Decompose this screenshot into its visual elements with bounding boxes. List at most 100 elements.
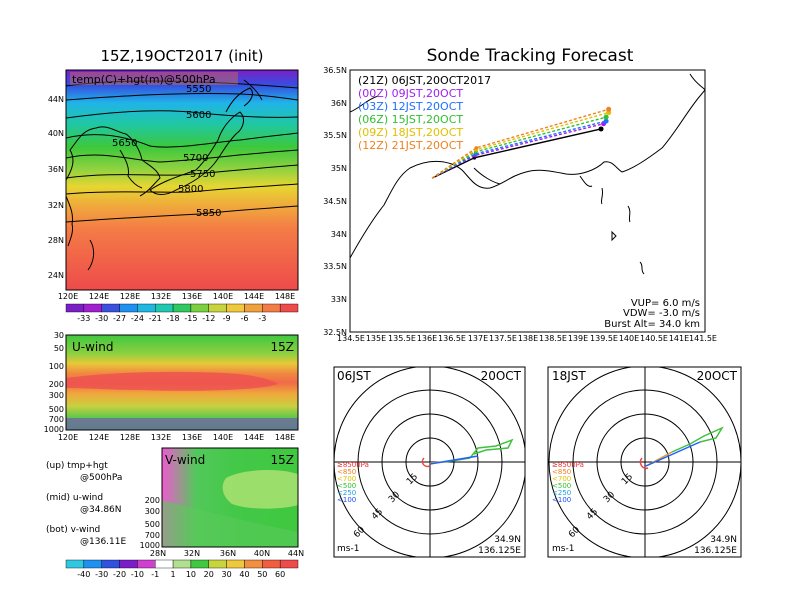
polar-date: 20OCT bbox=[481, 369, 522, 383]
v-lat-ticks: 28N 32N 36N 40N 44N bbox=[150, 549, 304, 558]
colorbar-label: 1 bbox=[171, 570, 176, 579]
polar-pos-lon: 136.125E bbox=[478, 546, 521, 556]
colorbar-swatch bbox=[119, 303, 138, 313]
param-line: VUP= 6.0 m/s bbox=[631, 298, 700, 309]
polar-pos-lon: 136.125E bbox=[694, 546, 737, 556]
level-label: <700 bbox=[337, 475, 356, 483]
sonde-params: VUP= 6.0 m/s VDW= -3.0 m/s Burst Alt= 34… bbox=[604, 298, 700, 330]
colorbar-label: -27 bbox=[113, 314, 126, 323]
legend-entry: (21Z) 06JST,20OCT2017 bbox=[358, 74, 491, 87]
colorbar-swatch bbox=[244, 559, 263, 569]
lon-tick: 135E bbox=[366, 334, 386, 343]
v-wind-panel: V-wind 15Z 200 300 500 700 1000 28N 32N … bbox=[140, 447, 304, 558]
lon-tick: 137.5E bbox=[489, 334, 517, 343]
colorbar-label: 40 bbox=[239, 570, 249, 579]
v-pressure-ticks: 200 300 500 700 1000 bbox=[140, 496, 160, 550]
lat-tick: 35N bbox=[331, 164, 347, 173]
level-label: <100 bbox=[552, 496, 571, 504]
track-legend: (21Z) 06JST,20OCT2017 (00Z) 09JST,20OCT … bbox=[358, 74, 491, 152]
temp-colorbar-labels: -33 -30 -27 -24 -21 -18 -15 -12 -9 -6 -3 bbox=[77, 314, 266, 323]
contour-label: 5850 bbox=[196, 208, 221, 219]
legend-entry: (12Z) 21JST,20OCT bbox=[358, 139, 463, 152]
burst-point bbox=[606, 106, 612, 112]
u-wind-label: U-wind bbox=[72, 340, 113, 354]
map-label: temp(C)+hgt(m)@500hPa bbox=[72, 73, 216, 86]
track-marker bbox=[474, 146, 479, 150]
lat-tick: 32N bbox=[184, 549, 200, 558]
level-label: <700 bbox=[552, 475, 571, 483]
lon-tick: 148E bbox=[275, 292, 295, 301]
lon-tick: 124E bbox=[89, 433, 109, 442]
colorbar-swatch bbox=[119, 559, 138, 569]
contour-label: 5650 bbox=[112, 138, 137, 149]
level-label: <500 bbox=[337, 482, 356, 490]
colorbar-label: -24 bbox=[131, 314, 144, 323]
colorbar-swatch bbox=[190, 559, 209, 569]
param-line: Burst Alt= 34.0 km bbox=[604, 319, 700, 330]
lat-tick: 36N bbox=[331, 99, 347, 108]
contour-label: 5750 bbox=[190, 169, 215, 180]
v-wind-label: V-wind bbox=[165, 453, 205, 467]
lon-tick: 140E bbox=[213, 433, 233, 442]
level-label: ≥850hPa bbox=[337, 461, 369, 469]
v-wind-time: 15Z bbox=[271, 453, 295, 467]
u-wind-low-band bbox=[66, 418, 298, 430]
lon-tick: 136E bbox=[182, 292, 202, 301]
p-tick: 700 bbox=[145, 531, 160, 540]
colorbar-label: -20 bbox=[113, 570, 126, 579]
colorbar-label: -12 bbox=[202, 314, 215, 323]
lat-tick: 28N bbox=[48, 236, 64, 245]
level-label: <850 bbox=[337, 468, 356, 476]
lat-tick: 40N bbox=[254, 549, 270, 558]
level-label: <250 bbox=[337, 489, 356, 497]
lon-tick: 139.5E bbox=[590, 334, 618, 343]
contour-label: 5700 bbox=[183, 153, 208, 164]
temp-lat-ticks: 44N 40N 36N 32N 28N 24N bbox=[48, 95, 64, 280]
colorbar-swatch bbox=[155, 559, 174, 569]
lat-tick: 35.5N bbox=[323, 131, 347, 140]
panel-notes: (up) tmp+hgt @500hPa (mid) u-wind @34.86… bbox=[46, 461, 126, 547]
colorbar-label: -33 bbox=[77, 314, 90, 323]
right-title: Sonde Tracking Forecast bbox=[427, 46, 634, 66]
lon-tick: 138.5E bbox=[539, 334, 567, 343]
lat-tick: 36.5N bbox=[323, 66, 347, 75]
colorbar-label: -40 bbox=[77, 570, 90, 579]
burst-point bbox=[598, 126, 604, 132]
note-line: (bot) v-wind bbox=[46, 525, 100, 535]
colorbar-swatch bbox=[190, 303, 209, 313]
polar-panel-06jst: 06JST 20OCT ≥850hPa <850 <700 <500 <250 … bbox=[333, 366, 526, 558]
lon-tick: 124E bbox=[89, 292, 109, 301]
v-wind-strong bbox=[222, 470, 298, 509]
p-tick: 30 bbox=[54, 331, 64, 340]
temp-map: temp(C)+hgt(m)@500hPa 5550 5600 5650 570… bbox=[48, 69, 299, 301]
colorbar-swatch bbox=[101, 303, 120, 313]
p-tick: 200 bbox=[145, 496, 160, 505]
lon-tick: 140E bbox=[619, 334, 639, 343]
polar-unit: ms-1 bbox=[337, 544, 359, 554]
track-lat-ticks: 36.5N 36N 35.5N 35N 34.5N 34N 33.5N 33N … bbox=[323, 66, 347, 337]
p-tick: 50 bbox=[54, 344, 64, 353]
lon-tick: 140E bbox=[213, 292, 233, 301]
pressure-level-legend: ≥850hPa <850 <700 <500 <250 <100 bbox=[552, 461, 584, 504]
map-label-box bbox=[70, 72, 238, 85]
colorbar-label: -18 bbox=[167, 314, 180, 323]
colorbar-label: -3 bbox=[258, 314, 266, 323]
polar-panel-18jst: 18JST 20OCT ≥850hPa <850 <700 <500 <250 … bbox=[547, 366, 742, 558]
polar-time: 18JST bbox=[552, 369, 586, 383]
u-wind-panel: U-wind 15Z 30 50 100 200 300 500 700 100… bbox=[44, 331, 299, 442]
p-tick: 100 bbox=[49, 362, 64, 371]
lon-tick: 132E bbox=[151, 433, 171, 442]
colorbar-label: -6 bbox=[240, 314, 248, 323]
lat-tick: 33N bbox=[331, 295, 347, 304]
u-lon-ticks: 120E 124E 128E 132E 136E 140E 144E 148E bbox=[58, 433, 295, 442]
lon-tick: 135.5E bbox=[388, 334, 416, 343]
v-wind-south bbox=[162, 500, 298, 547]
contour-label: 5550 bbox=[186, 84, 211, 95]
height-contours bbox=[66, 79, 298, 271]
wind-colorbar: -40 -30 -20 -10 -1 1 10 20 30 40 50 60 bbox=[65, 559, 299, 579]
u-pressure-ticks: 30 50 100 200 300 500 700 1000 bbox=[44, 331, 64, 434]
hodograph bbox=[639, 426, 724, 470]
colorbar-swatch bbox=[172, 303, 192, 313]
polar-pos-lat: 34.9N bbox=[710, 535, 737, 545]
burst-point bbox=[603, 114, 609, 120]
